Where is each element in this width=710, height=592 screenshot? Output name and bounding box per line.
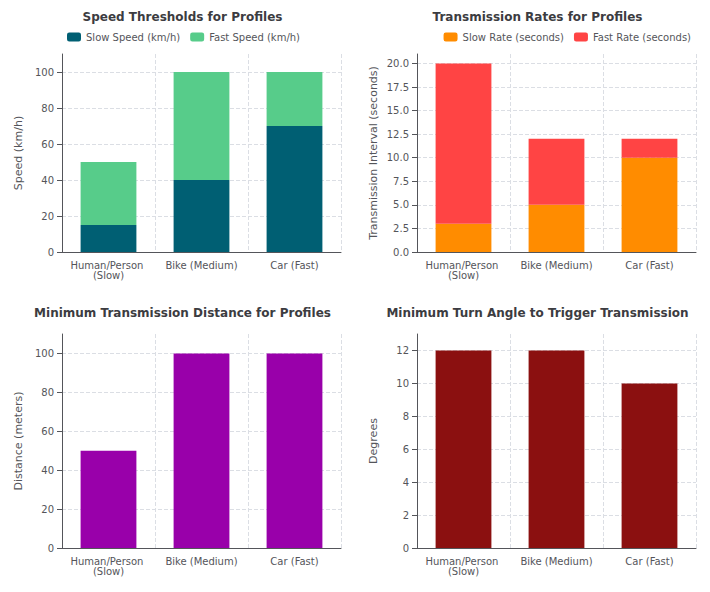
svg-text:Car (Fast): Car (Fast) <box>625 556 673 567</box>
svg-text:15.0: 15.0 <box>387 105 409 116</box>
svg-text:100: 100 <box>35 67 54 78</box>
svg-text:7.5: 7.5 <box>393 176 409 187</box>
svg-text:Slow Speed (km/h): Slow Speed (km/h) <box>86 32 180 43</box>
svg-text:Bike (Medium): Bike (Medium) <box>520 260 592 271</box>
svg-text:Human/Person: Human/Person <box>70 259 147 271</box>
svg-text:80: 80 <box>41 103 54 114</box>
svg-text:Speed (km/h): Speed (km/h) <box>12 116 25 190</box>
svg-text:Bike (Medium): Bike (Medium) <box>165 260 237 271</box>
svg-text:20.0: 20.0 <box>387 58 409 69</box>
svg-text:(Slow): (Slow) <box>93 566 124 577</box>
svg-text:(Slow): (Slow) <box>93 270 124 281</box>
svg-text:40: 40 <box>41 465 54 476</box>
svg-text:0: 0 <box>403 543 409 554</box>
svg-text:Transmission Rates for Profile: Transmission Rates for Profiles <box>433 10 643 24</box>
svg-text:Transmission Interval (seconds: Transmission Interval (seconds) <box>367 66 380 241</box>
svg-text:100: 100 <box>35 348 54 359</box>
svg-text:0: 0 <box>48 543 54 554</box>
svg-text:2: 2 <box>403 510 409 521</box>
svg-text:60: 60 <box>41 426 54 437</box>
svg-text:0: 0 <box>48 247 54 258</box>
svg-text:Bike (Medium): Bike (Medium) <box>520 556 592 567</box>
svg-text:5.0: 5.0 <box>393 199 409 210</box>
svg-text:Human/Person: Human/Person <box>425 555 502 567</box>
svg-text:Bike (Medium): Bike (Medium) <box>165 556 237 567</box>
svg-text:Minimum Turn Angle to Trigger: Minimum Turn Angle to Trigger Transmissi… <box>386 306 688 320</box>
svg-text:Human/Person: Human/Person <box>425 259 502 271</box>
svg-text:Human/Person: Human/Person <box>70 555 147 567</box>
svg-text:60: 60 <box>41 139 54 150</box>
svg-text:Speed Thresholds for Profiles: Speed Thresholds for Profiles <box>83 10 283 24</box>
svg-text:17.5: 17.5 <box>387 82 409 93</box>
svg-text:Distance (meters): Distance (meters) <box>12 392 25 491</box>
svg-text:Car (Fast): Car (Fast) <box>270 556 318 567</box>
svg-text:Slow Rate (seconds): Slow Rate (seconds) <box>463 32 564 43</box>
svg-text:Fast Speed (km/h): Fast Speed (km/h) <box>209 32 300 43</box>
svg-text:0.0: 0.0 <box>393 247 409 258</box>
svg-text:12.5: 12.5 <box>387 129 409 140</box>
svg-text:40: 40 <box>41 175 54 186</box>
svg-text:Car (Fast): Car (Fast) <box>625 260 673 271</box>
svg-text:8: 8 <box>403 411 409 422</box>
svg-text:20: 20 <box>41 504 54 515</box>
svg-text:4: 4 <box>403 477 409 488</box>
svg-text:(Slow): (Slow) <box>448 566 479 577</box>
svg-text:Minimum Transmission Distance: Minimum Transmission Distance for Profil… <box>34 306 331 320</box>
svg-text:10: 10 <box>396 378 409 389</box>
svg-text:10.0: 10.0 <box>387 152 409 163</box>
svg-text:20: 20 <box>41 211 54 222</box>
svg-text:(Slow): (Slow) <box>448 270 479 281</box>
svg-text:6: 6 <box>403 444 409 455</box>
svg-text:2.5: 2.5 <box>393 223 409 234</box>
svg-text:Fast Rate (seconds): Fast Rate (seconds) <box>593 32 691 43</box>
svg-text:Car (Fast): Car (Fast) <box>270 260 318 271</box>
svg-text:80: 80 <box>41 387 54 398</box>
svg-text:12: 12 <box>396 345 409 356</box>
svg-text:Degrees: Degrees <box>367 418 380 464</box>
